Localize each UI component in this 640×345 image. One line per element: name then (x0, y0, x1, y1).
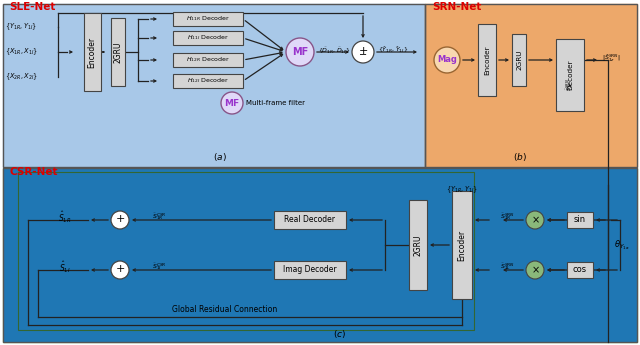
Text: 2GRU: 2GRU (113, 41, 122, 63)
Text: +: + (115, 265, 125, 275)
Text: MF: MF (225, 99, 239, 108)
Text: $\theta_{Y_{1a}}$: $\theta_{Y_{1a}}$ (614, 238, 630, 252)
Text: Encoder: Encoder (458, 229, 467, 260)
Text: $\hat{S}_{1I}$: $\hat{S}_{1I}$ (59, 259, 71, 275)
FancyBboxPatch shape (409, 200, 427, 290)
FancyBboxPatch shape (478, 24, 496, 96)
Text: Encoder: Encoder (88, 37, 97, 68)
Bar (3, 168, 637, 342)
FancyBboxPatch shape (274, 261, 346, 279)
Text: SLE-Net: SLE-Net (9, 2, 56, 12)
Text: +: + (115, 215, 125, 225)
Circle shape (111, 261, 129, 279)
Text: $H_{12I}$ Decoder: $H_{12I}$ Decoder (187, 77, 229, 86)
Text: $\times$: $\times$ (531, 215, 540, 225)
Bar (3, 168, 637, 342)
Text: $\tilde{S}_{1R}^{CSR}$: $\tilde{S}_{1R}^{CSR}$ (152, 212, 166, 222)
Text: $H_{11I}$ Decoder: $H_{11I}$ Decoder (187, 33, 229, 42)
Bar (18, 172, 474, 330)
Text: $(b)$: $(b)$ (513, 151, 527, 163)
Text: $\tilde{S}_{2z}^{SRN}$: $\tilde{S}_{2z}^{SRN}$ (564, 79, 575, 91)
Text: $\tilde{S}_{1I}^{CSR}$: $\tilde{S}_{1I}^{CSR}$ (152, 262, 166, 272)
Text: $(a)$: $(a)$ (213, 151, 227, 163)
Text: $\{X_{2R},X_{2I}\}$: $\{X_{2R},X_{2I}\}$ (5, 72, 38, 82)
Text: $H_{12R}$ Decoder: $H_{12R}$ Decoder (186, 56, 230, 65)
Text: $\times$: $\times$ (531, 265, 540, 275)
Circle shape (221, 92, 243, 114)
FancyBboxPatch shape (512, 34, 526, 86)
Bar (3, 4, 425, 167)
Text: cos: cos (573, 266, 587, 275)
Text: sin: sin (574, 216, 586, 225)
Text: $\tilde{S}_{1L}^{SRN}$: $\tilde{S}_{1L}^{SRN}$ (500, 262, 515, 272)
Circle shape (352, 41, 374, 63)
Text: $\{Y_{1R},Y_{1I}\}$: $\{Y_{1R},Y_{1I}\}$ (446, 185, 478, 195)
Text: Decoder: Decoder (567, 60, 573, 90)
Text: 2GRU: 2GRU (413, 234, 422, 256)
Text: $(c)$: $(c)$ (333, 328, 347, 340)
Text: $\{X_{1R},X_{1I}\}$: $\{X_{1R},X_{1I}\}$ (5, 47, 38, 57)
Text: $H_{11R}$ Decoder: $H_{11R}$ Decoder (186, 14, 230, 23)
FancyBboxPatch shape (567, 262, 593, 278)
Text: $\tilde{S}_{1R}^{SRN}$: $\tilde{S}_{1R}^{SRN}$ (500, 212, 515, 222)
Text: $\{\tilde{D}_{1R},\tilde{D}_{1I}\}$: $\{\tilde{D}_{1R},\tilde{D}_{1I}\}$ (318, 45, 350, 55)
FancyBboxPatch shape (173, 53, 243, 67)
Text: Imag Decoder: Imag Decoder (283, 266, 337, 275)
FancyBboxPatch shape (173, 12, 243, 26)
Text: Multi-frame filter: Multi-frame filter (246, 100, 305, 106)
FancyBboxPatch shape (111, 18, 125, 86)
Text: SRN-Net: SRN-Net (432, 2, 481, 12)
Bar (425, 4, 637, 167)
FancyBboxPatch shape (83, 13, 100, 91)
Bar (3, 4, 425, 167)
Circle shape (286, 38, 314, 66)
FancyBboxPatch shape (567, 212, 593, 228)
FancyBboxPatch shape (452, 191, 472, 299)
Text: Global Residual Connection: Global Residual Connection (172, 305, 278, 314)
FancyBboxPatch shape (173, 31, 243, 45)
Bar (425, 4, 637, 167)
Text: +: + (358, 46, 368, 56)
Text: Mag: Mag (437, 56, 457, 65)
Text: Real Decoder: Real Decoder (285, 216, 335, 225)
Text: $|\hat{S}_{1z}^{SRN}|$: $|\hat{S}_{1z}^{SRN}|$ (602, 52, 621, 63)
FancyBboxPatch shape (173, 74, 243, 88)
Text: $\hat{S}_{1R}$: $\hat{S}_{1R}$ (58, 209, 72, 225)
Circle shape (111, 211, 129, 229)
Text: $\{\hat{Y}_{1R},\hat{Y}_{1I}\}$: $\{\hat{Y}_{1R},\hat{Y}_{1I}\}$ (378, 45, 408, 55)
Text: Encoder: Encoder (484, 45, 490, 75)
Text: 2GRU: 2GRU (516, 50, 522, 70)
Bar (3, 168, 637, 342)
Text: CSR-Net: CSR-Net (9, 167, 58, 177)
FancyBboxPatch shape (556, 39, 584, 111)
Text: MF: MF (292, 47, 308, 57)
Circle shape (434, 47, 460, 73)
Circle shape (526, 261, 544, 279)
Circle shape (526, 211, 544, 229)
Text: $\{Y_{1R},Y_{1I}\}$: $\{Y_{1R},Y_{1I}\}$ (5, 22, 37, 32)
Text: −: − (359, 50, 367, 60)
FancyBboxPatch shape (274, 211, 346, 229)
